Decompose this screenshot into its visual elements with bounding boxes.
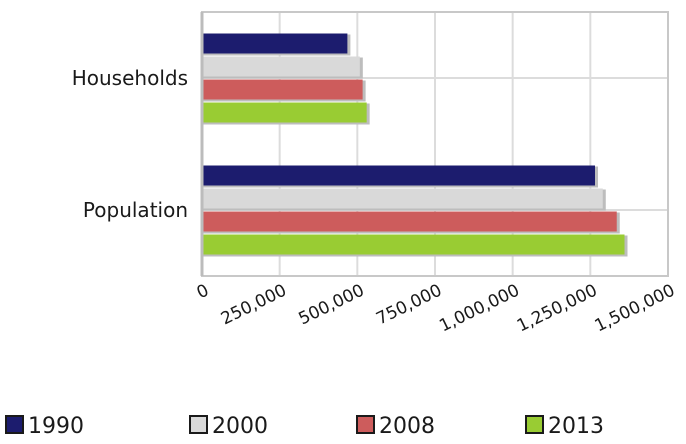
legend-label-1990: 1990 xyxy=(28,414,84,439)
x-tick-label: 0 xyxy=(194,281,212,304)
bar-households-2000 xyxy=(202,56,360,77)
legend-swatch-2013 xyxy=(525,415,544,434)
bar-households-2013 xyxy=(202,102,367,123)
x-tick-label: 1,250,000 xyxy=(514,281,601,337)
bar-households-1990 xyxy=(202,33,348,54)
bars xyxy=(202,33,628,257)
bar-population-1990 xyxy=(202,165,595,186)
x-tick-label: 250,000 xyxy=(218,281,290,330)
bar-households-2008 xyxy=(202,79,363,100)
bar-population-2013 xyxy=(202,234,625,255)
x-tick-labels: 0 250,000 500,000 750,0001,000,0001,250,000… xyxy=(194,281,678,337)
category-label-households: Households xyxy=(72,66,188,90)
bar-population-2008 xyxy=(202,211,617,232)
bar-population-2000 xyxy=(202,188,603,209)
x-tick-label: 500,000 xyxy=(296,281,368,330)
legend-swatch-2000 xyxy=(189,415,208,434)
legend-swatch-2008 xyxy=(356,415,375,434)
x-tick-label: 1,000,000 xyxy=(436,281,523,337)
x-tick-label: 1,500,000 xyxy=(592,281,679,337)
legend-swatch-1990 xyxy=(5,415,24,434)
legend-label-2008: 2008 xyxy=(379,414,435,439)
x-tick-label: 750,000 xyxy=(373,281,445,330)
legend: 1990 2000 2008 2013 xyxy=(5,414,604,439)
plot-frame xyxy=(200,11,669,277)
category-labels: Households Population xyxy=(72,66,188,222)
legend-label-2013: 2013 xyxy=(548,414,604,439)
category-label-population: Population xyxy=(83,198,188,222)
legend-label-2000: 2000 xyxy=(212,414,268,439)
